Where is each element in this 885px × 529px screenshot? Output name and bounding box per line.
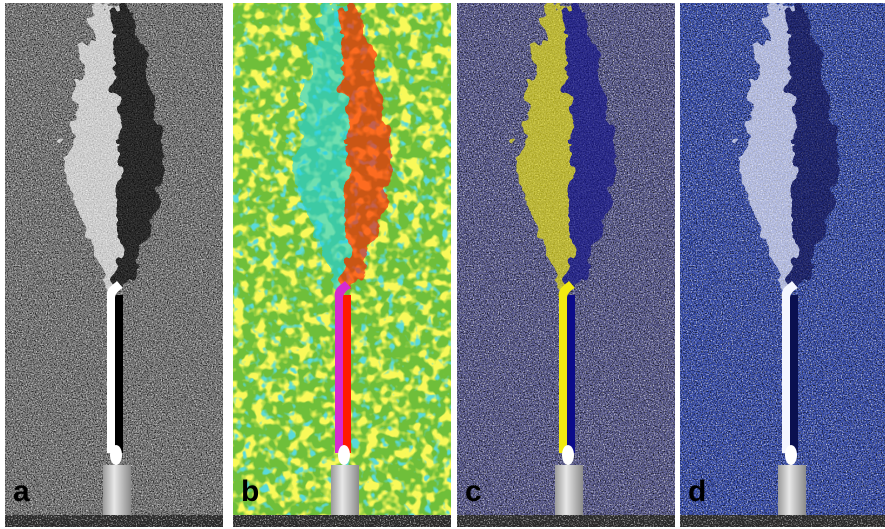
plume-light — [293, 3, 345, 303]
panel-content — [457, 3, 675, 527]
plume-dark — [345, 3, 390, 303]
stem-hook — [106, 281, 123, 298]
stem-light — [559, 295, 567, 453]
flame — [110, 445, 122, 465]
plume-dark — [117, 3, 162, 303]
flame — [338, 445, 350, 465]
plume-light — [65, 3, 117, 303]
panel-content — [233, 3, 451, 527]
panel-label: c — [465, 475, 482, 508]
panel-content — [680, 3, 885, 527]
stem-dark — [343, 295, 351, 453]
stem-hook — [558, 281, 575, 298]
flame — [562, 445, 574, 465]
stem-light — [782, 295, 790, 453]
plume — [740, 3, 837, 303]
image-panel: b — [233, 3, 451, 527]
plume-dark — [569, 3, 614, 303]
plume-dark — [792, 3, 837, 303]
stem-dark — [115, 295, 123, 453]
stem-hook — [781, 281, 798, 298]
image-panel: d — [680, 3, 885, 527]
flame — [785, 445, 797, 465]
stem-dark — [790, 295, 798, 453]
ground-speckle — [5, 515, 223, 527]
ground-speckle — [680, 515, 885, 527]
plume-light — [517, 3, 569, 303]
ground-speckle — [457, 515, 675, 527]
plume — [293, 3, 390, 303]
plume — [517, 3, 614, 303]
plume-light — [740, 3, 792, 303]
panel-label: b — [241, 475, 259, 508]
panel-content — [5, 3, 223, 527]
panel-label: a — [13, 475, 30, 508]
panel-label: d — [688, 475, 706, 508]
image-panel: c — [457, 3, 675, 527]
stem-hook — [334, 281, 351, 298]
stem-light — [335, 295, 343, 453]
image-panel: a — [5, 3, 223, 527]
stem-dark — [567, 295, 575, 453]
ground-speckle — [233, 515, 451, 527]
plume — [65, 3, 162, 303]
stem-light — [107, 295, 115, 453]
